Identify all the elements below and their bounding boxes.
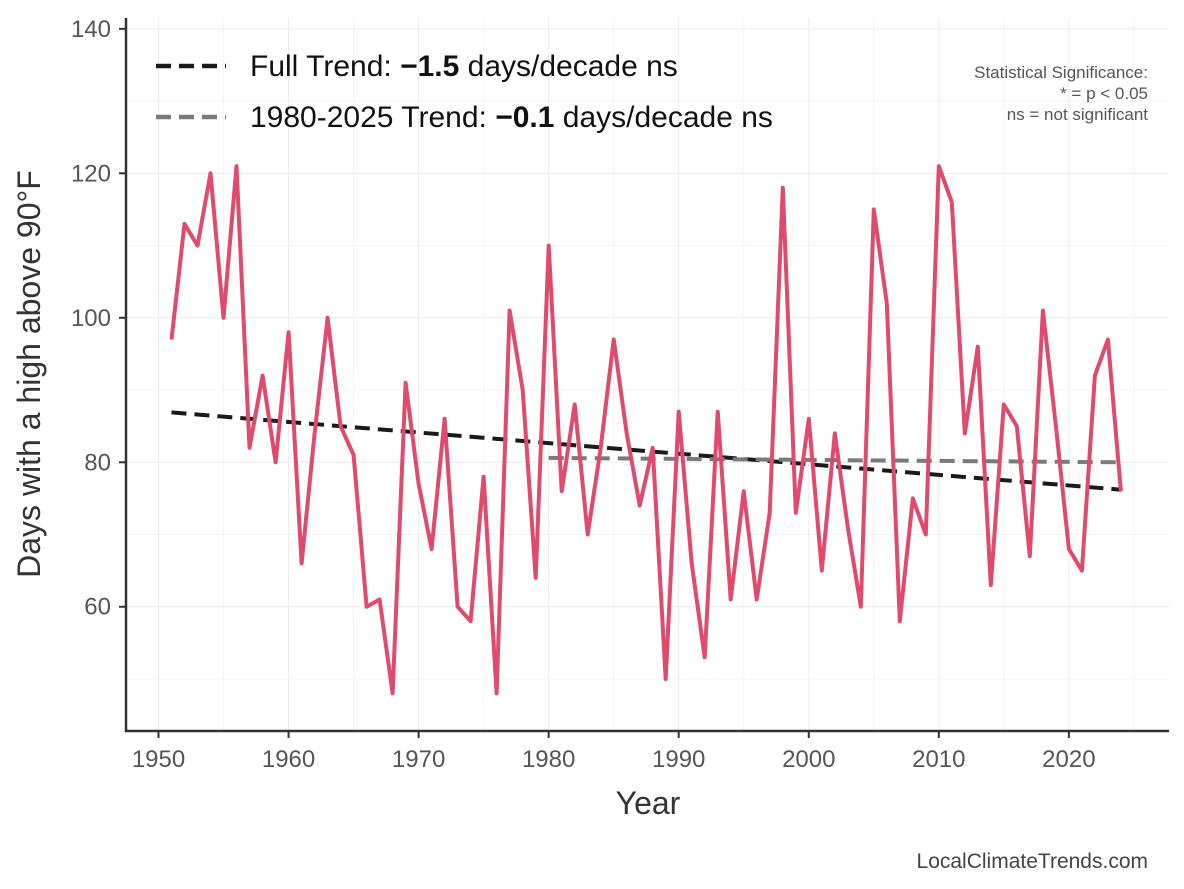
y-tick-label: 60 [84, 594, 111, 621]
y-axis-title: Days with a high above 90°F [11, 170, 47, 578]
x-tick-label: 2000 [782, 746, 835, 773]
y-tick-label: 80 [84, 449, 111, 476]
trend-line-1980-2025 [548, 455, 1121, 465]
y-tick-label: 100 [71, 305, 111, 332]
x-tick-label: 2020 [1042, 746, 1095, 773]
x-axis-title: Year [616, 785, 681, 821]
x-tick-label: 1980 [522, 746, 575, 773]
x-tick-label: 2010 [912, 746, 965, 773]
axes [124, 18, 1169, 733]
x-ticks: 1950 1960 1970 1980 1990 2000 2010 2020 [132, 731, 1096, 773]
x-tick-label: 1970 [392, 746, 445, 773]
x-tick-label: 1960 [262, 746, 315, 773]
legend-entry-full-trend: Full Trend: −1.5 days/decade ns [250, 50, 678, 83]
y-tick-label: 140 [71, 16, 111, 43]
significance-note-line-1: Statistical Significance: [974, 63, 1148, 82]
grid [126, 18, 1169, 731]
x-tick-label: 1950 [132, 746, 185, 773]
legend: Full Trend: −1.5 days/decade ns 1980-202… [156, 50, 773, 134]
x-tick-label: 1990 [652, 746, 705, 773]
y-tick-label: 120 [71, 160, 111, 187]
significance-note-line-2: * = p < 0.05 [1060, 84, 1148, 103]
y-ticks: 60 80 100 120 140 [71, 16, 126, 621]
data-line-hot-days [169, 164, 1123, 696]
significance-note-line-3: ns = not significant [1007, 105, 1149, 124]
source-credit: LocalClimateTrends.com [917, 850, 1148, 873]
series-group [169, 164, 1123, 696]
significance-note: Statistical Significance: * = p < 0.05 n… [974, 63, 1148, 124]
legend-entry-recent-trend: 1980-2025 Trend: −0.1 days/decade ns [250, 101, 773, 134]
trend-line-full [171, 410, 1122, 492]
